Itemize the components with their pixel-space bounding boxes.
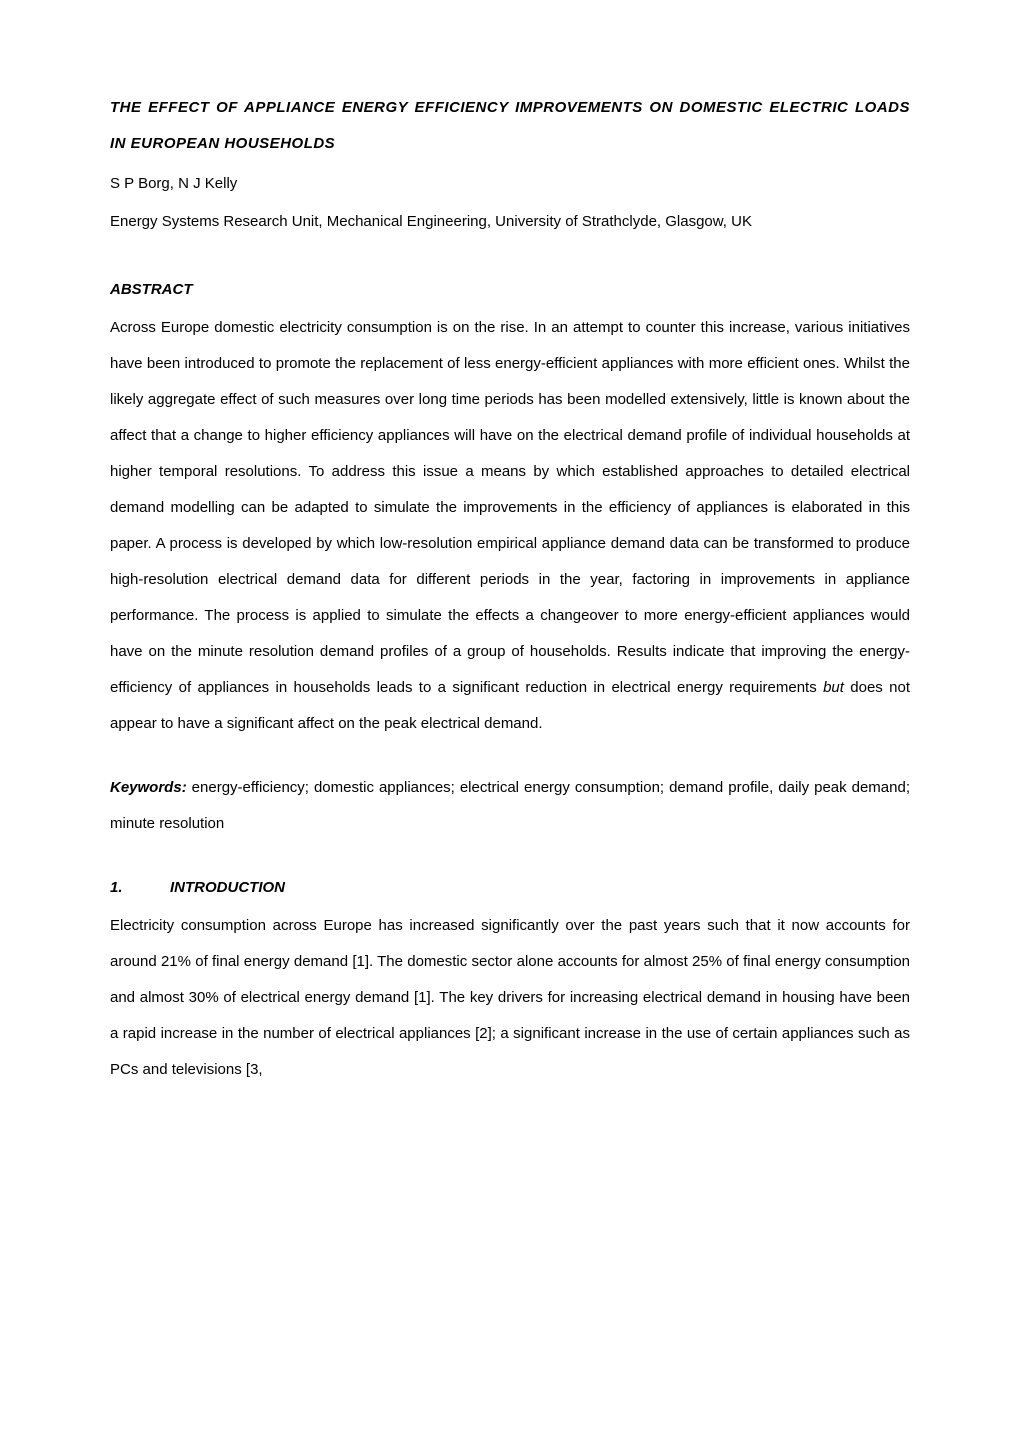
keywords-block: Keywords: energy-efficiency; domestic ap… <box>110 770 910 842</box>
introduction-body: Electricity consumption across Europe ha… <box>110 908 910 1088</box>
affiliation-line: Energy Systems Research Unit, Mechanical… <box>110 204 910 240</box>
introduction-heading: 1.INTRODUCTION <box>110 870 910 906</box>
abstract-body: Across Europe domestic electricity consu… <box>110 310 910 742</box>
paper-title: THE EFFECT OF APPLIANCE ENERGY EFFICIENC… <box>110 90 910 162</box>
keywords-text: energy-efficiency; domestic appliances; … <box>110 779 910 832</box>
keywords-label: Keywords: <box>110 779 187 796</box>
section-number: 1. <box>110 870 170 906</box>
abstract-heading: ABSTRACT <box>110 272 910 308</box>
authors-line: S P Borg, N J Kelly <box>110 166 910 202</box>
abstract-italic-word: but <box>823 679 844 696</box>
section-title: INTRODUCTION <box>170 879 285 896</box>
abstract-text-pre: Across Europe domestic electricity consu… <box>110 319 910 696</box>
document-page: THE EFFECT OF APPLIANCE ENERGY EFFICIENC… <box>0 0 1020 1206</box>
